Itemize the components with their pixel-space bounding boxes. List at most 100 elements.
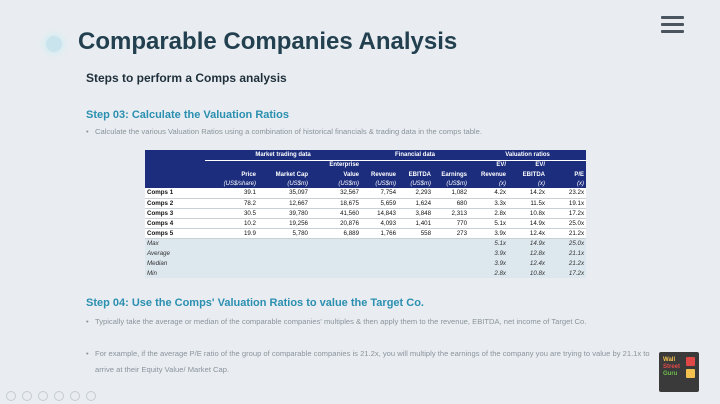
stat-value: 21.1x — [568, 249, 585, 257]
table-cell: 19.9 — [205, 228, 258, 239]
table-cell: 3.9x — [469, 228, 509, 239]
stat-value: 3.9x — [494, 259, 507, 267]
table-cell: 30.5 — [205, 208, 258, 219]
column-header: EBITDA — [408, 171, 432, 178]
step3-bullet: • Calculate the various Valuation Ratios… — [86, 124, 655, 140]
column-unit: (US$/share) — [223, 180, 256, 187]
hamburger-menu-icon[interactable] — [661, 16, 684, 36]
table-cell: 14.9x — [508, 218, 548, 229]
table-cell: 7,754 — [361, 188, 399, 199]
table-row: Comps 3 30.5 39,780 41,560 14,843 3,848 2,313 2… — [145, 208, 587, 219]
stat-value: 3.9x — [494, 249, 507, 257]
table-cell: 39.1 — [205, 188, 258, 199]
group-header-financial: Financial data — [361, 150, 470, 161]
stat-label: Median — [147, 259, 168, 267]
table-cell: 4.2x — [469, 188, 509, 199]
zoom-icon[interactable] — [70, 391, 80, 401]
column-header — [258, 160, 310, 170]
company-name-cell: Comps 1 — [145, 188, 205, 199]
column-header — [361, 160, 398, 170]
table-cell: 20,876 — [310, 218, 362, 229]
table-row: Comps 2 78.2 12,667 18,675 5,659 1,624 680 3.3x… — [145, 198, 587, 209]
bullet-icon: • — [86, 317, 89, 326]
table-cell: 17.2x — [547, 208, 587, 219]
header-row-3: Price Market Cap Value Revenue EBITDA Ea… — [145, 170, 587, 179]
group-header-market: Market trading data — [205, 150, 362, 161]
stat-label: Max — [145, 237, 205, 248]
table-cell: 19,256 — [258, 218, 310, 229]
table-cell: 39,780 — [258, 208, 310, 219]
stat-value: 5.1x — [469, 237, 509, 248]
table-row: Comps 1 39.1 35,097 32,567 7,754 2,293 1,082 4.… — [145, 188, 587, 199]
table-cell: 2,313 — [433, 208, 470, 219]
stat-row: Average 3.9x 12.8x 21.1x — [145, 248, 587, 258]
column-header: Value — [343, 171, 360, 178]
stat-row: Median 3.9x 12.4x 21.2x — [145, 258, 587, 268]
table-cell: 1,766 — [361, 228, 399, 239]
column-header — [433, 160, 469, 170]
stat-value: 12.4x — [529, 259, 546, 267]
table-cell: 5,780 — [258, 228, 310, 239]
view-icon[interactable] — [54, 391, 64, 401]
table-cell: 680 — [433, 198, 470, 209]
column-unit: (x) — [538, 180, 546, 187]
step3-bullet-text: Calculate the various Valuation Ratios u… — [95, 127, 482, 136]
column-header: Revenue — [371, 171, 397, 178]
table-cell: 25.0x — [547, 218, 587, 229]
table-cell: 14,843 — [361, 208, 399, 219]
table-cell: 19.1x — [547, 198, 587, 209]
table-cell: 1,082 — [433, 188, 470, 199]
stat-value: 17.2x — [568, 269, 585, 277]
step4-heading: Step 04: Use the Comps' Valuation Ratios… — [86, 297, 424, 309]
stat-value: 25.0x — [547, 237, 587, 248]
stat-row: Min 2.8x 10.8x 17.2x — [145, 268, 587, 278]
stat-label: Min — [147, 269, 157, 277]
table-cell: 14.2x — [508, 188, 548, 199]
table-cell: 4,093 — [361, 218, 399, 229]
table-cell: 2.8x — [469, 208, 509, 219]
stat-row: Max 5.1x 14.9x 25.0x — [145, 237, 587, 248]
bullet-icon: • — [86, 349, 89, 358]
column-header — [547, 160, 586, 170]
column-unit: (US$m) — [410, 180, 432, 187]
step4-bullet-1: • Typically take the average or median o… — [86, 314, 655, 330]
table-cell: 5,659 — [361, 198, 399, 209]
table-cell: 5.1x — [469, 218, 509, 229]
slide-subtitle: Steps to perform a Comps analysis — [86, 71, 287, 85]
stat-label: Average — [147, 249, 170, 257]
column-header: Earnings — [441, 171, 468, 178]
more-options-icon[interactable] — [86, 391, 96, 401]
table-cell: 23.2x — [547, 188, 587, 199]
logo-arrow-icon — [686, 357, 695, 366]
group-header-valuation: Valuation ratios — [469, 150, 587, 161]
column-unit: (x) — [499, 180, 507, 187]
table-cell: 11.5x — [508, 198, 548, 209]
column-header: EV/ — [496, 162, 507, 169]
table-cell: 12,667 — [258, 198, 310, 209]
table-cell: 78.2 — [205, 198, 258, 209]
table-cell: 1,624 — [398, 198, 434, 209]
table-cell: 41,560 — [310, 208, 362, 219]
table-cell: 21.2x — [547, 228, 587, 239]
column-unit: (US$m) — [287, 180, 308, 187]
column-unit: (x) — [577, 180, 585, 187]
slide-nav-controls[interactable] — [6, 391, 96, 403]
column-header: Revenue — [481, 171, 507, 178]
column-header: EV/ — [535, 162, 546, 169]
page-title: Comparable Companies Analysis — [78, 28, 458, 55]
next-slide-icon[interactable] — [22, 391, 32, 401]
step4-bullet-2-text: For example, if the average P/E ratio of… — [95, 349, 650, 374]
company-name-cell: Comps 4 — [145, 218, 205, 229]
stat-value: 14.9x — [508, 237, 548, 248]
step4-bullet-1-text: Typically take the average or median of … — [95, 317, 587, 326]
comps-table: Market trading data Financial data Valua… — [145, 150, 587, 278]
prev-slide-icon[interactable] — [6, 391, 16, 401]
stat-value: 21.2x — [568, 259, 585, 267]
pen-tool-icon[interactable] — [38, 391, 48, 401]
table-cell: 10.2 — [205, 218, 258, 229]
table-cell: 3,848 — [398, 208, 434, 219]
column-unit: (US$m) — [338, 180, 360, 187]
column-header: EBITDA — [522, 171, 546, 178]
table-row: Comps 5 19.9 5,780 6,889 1,766 558 273 3.9x 12.4… — [145, 228, 587, 239]
